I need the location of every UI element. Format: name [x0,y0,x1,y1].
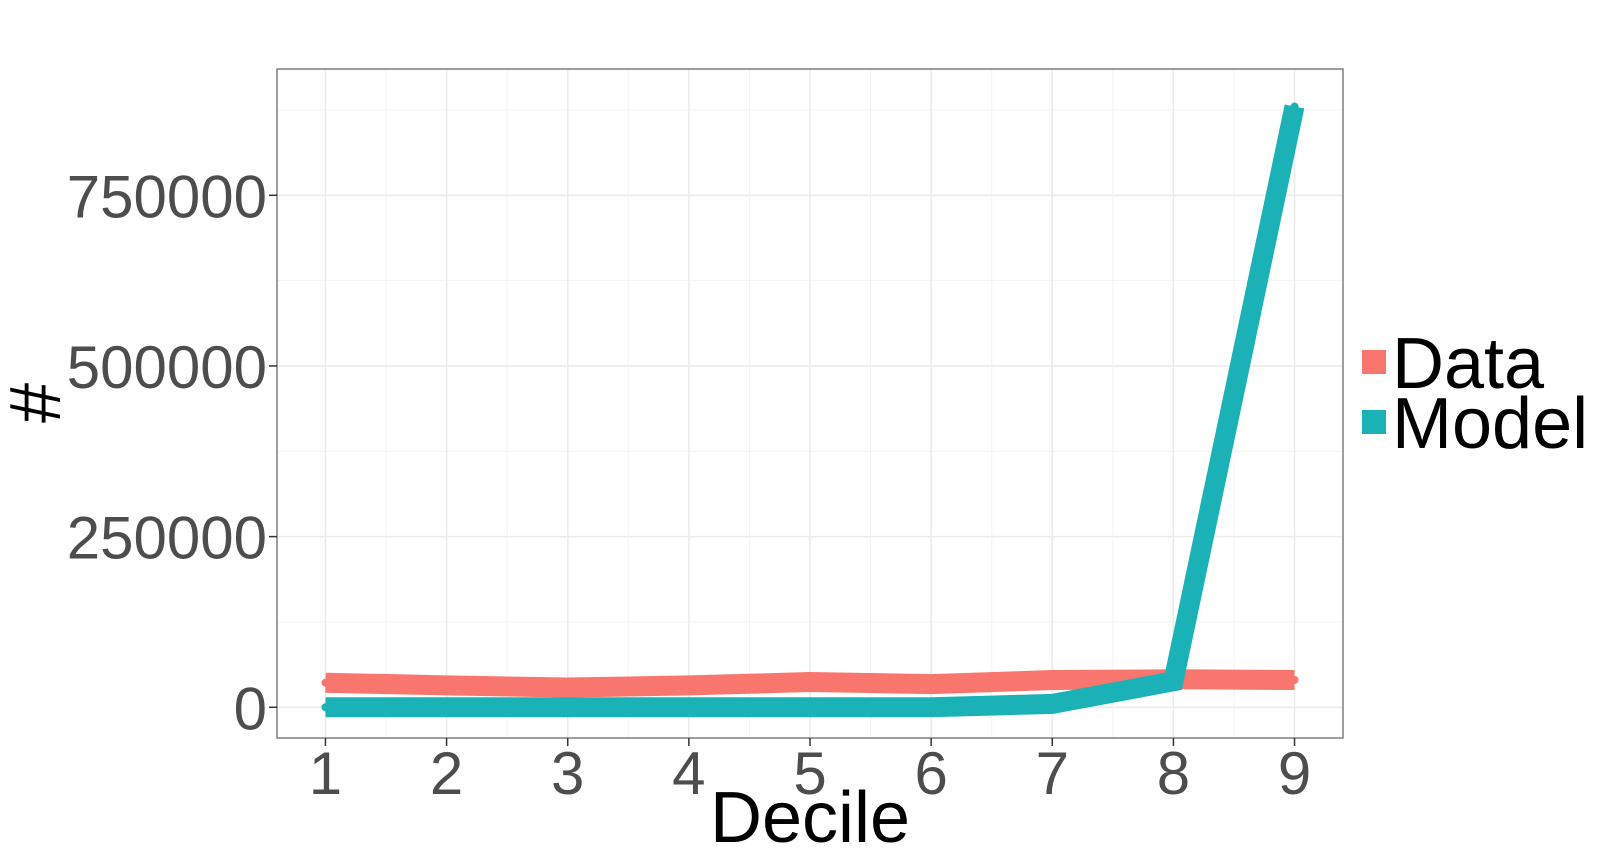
x-tick-label: 5 [793,740,826,807]
data-point-model [927,703,936,712]
y-axis-title: # [0,383,76,423]
y-axis: 0 250000 500000 750000 [67,163,277,742]
y-tick-label: 500000 [67,334,267,401]
data-point-data [563,683,572,692]
x-axis-title: Decile [710,778,910,850]
data-point-model [442,703,451,712]
x-tick-label: 8 [1157,740,1190,807]
data-point-model [806,703,814,712]
x-tick-label: 7 [1036,740,1069,807]
data-point-data [321,678,330,687]
data-point-model [321,703,330,712]
y-tick-label: 0 [234,675,267,742]
data-point-model [1169,677,1178,686]
x-tick-label: 9 [1278,740,1311,807]
data-point-data [927,680,936,689]
legend-label-model: Model [1392,384,1588,464]
x-tick-label: 1 [309,740,342,807]
data-point-data [442,681,451,690]
data-point-model [1048,699,1057,708]
data-point-model [563,703,572,712]
x-tick-label: 6 [914,740,947,807]
y-tick-label: 750000 [67,163,267,230]
data-point-data [806,678,814,687]
x-tick-label: 2 [430,740,463,807]
data-point-data [1048,675,1057,684]
x-tick-label: 3 [551,740,584,807]
legend-key-data [1362,350,1386,374]
y-tick-label: 250000 [67,505,267,572]
data-point-data [1290,675,1299,684]
legend-key-model [1362,410,1386,434]
series-layer [321,102,1305,718]
data-point-data [684,681,693,690]
x-tick-label: 4 [672,740,705,807]
data-point-model [1290,102,1299,111]
grid-lines [277,69,1343,738]
data-point-model [684,703,693,712]
legend-label-data: Data [1392,324,1545,404]
x-axis: 1 2 3 4 5 6 7 8 9 [309,738,1311,807]
